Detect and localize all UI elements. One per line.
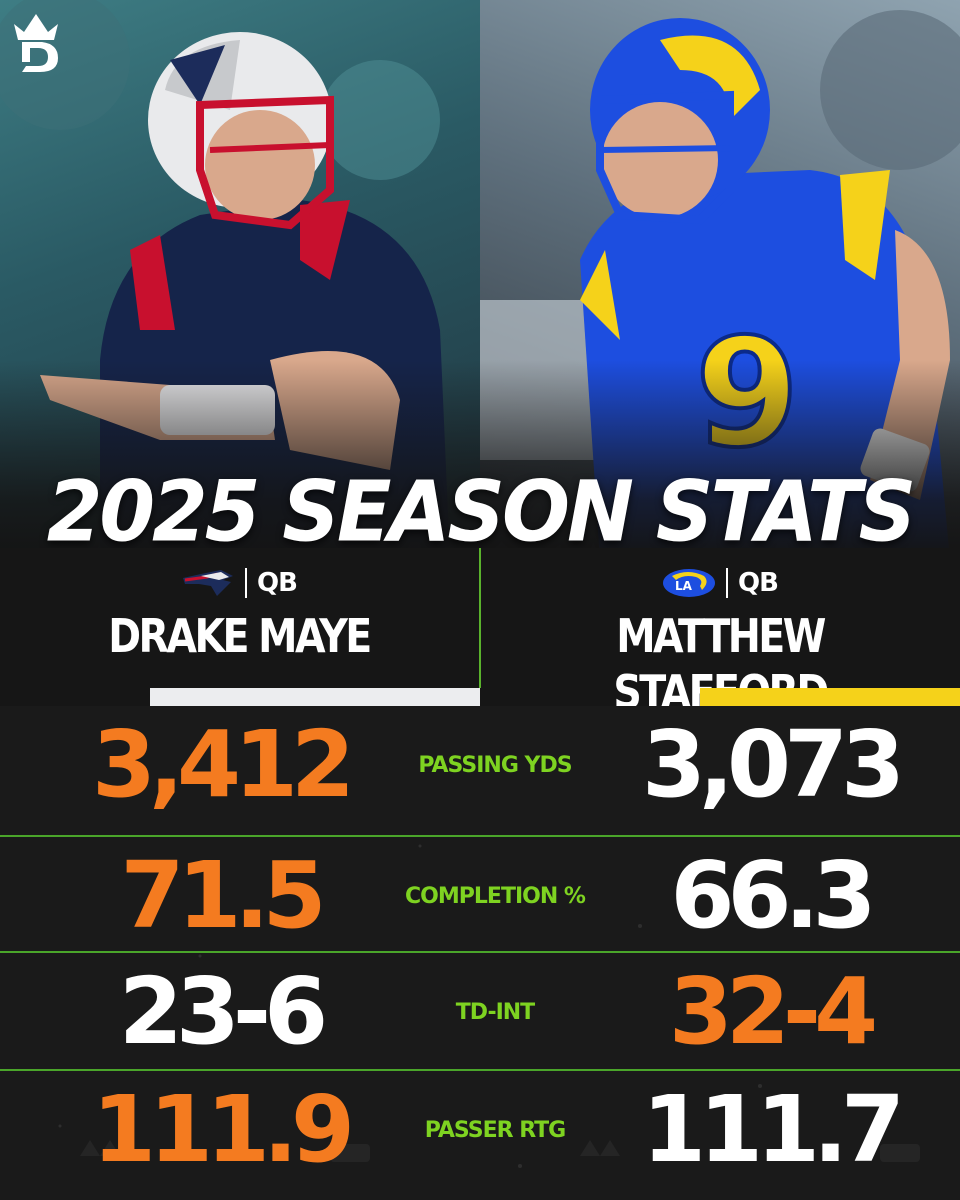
stat-value-right: 3,073 <box>641 711 905 818</box>
stat-value-left: 23-6 <box>118 958 328 1065</box>
stat-label: PASSING YDS <box>418 752 572 778</box>
row-divider <box>0 951 960 953</box>
rams-logo-icon: LA <box>662 568 716 598</box>
stat-label: PASSER RTG <box>424 1117 566 1143</box>
right-jersey-strip <box>700 688 960 706</box>
stat-row: 23-6 TD-INT 32-4 <box>0 953 960 1071</box>
left-jersey-strip <box>150 688 480 706</box>
stat-value-right: 66.3 <box>670 842 877 949</box>
stat-value-right: 111.7 <box>641 1076 905 1183</box>
patriots-logo-icon <box>181 568 235 598</box>
page-title: 2025 SEASON STATS <box>46 462 917 560</box>
player-position: QB <box>257 568 298 598</box>
stat-label: COMPLETION % <box>405 883 586 909</box>
stats-table: 3,412 PASSING YDS 3,073 71.5 COMPLETION … <box>0 706 960 1200</box>
row-divider <box>0 1069 960 1071</box>
stat-value-left: 3,412 <box>91 711 355 818</box>
stat-row: 3,412 PASSING YDS 3,073 <box>0 706 960 824</box>
hero-photos: 9 2025 SEASON STATS <box>0 0 960 560</box>
hero-fade <box>0 360 960 560</box>
stat-label: TD-INT <box>455 999 535 1025</box>
player-card-right: LA QB MATTHEW STAFFORD <box>481 548 959 719</box>
player-position-line: LA QB <box>481 566 959 600</box>
stat-row: 71.5 COMPLETION % 66.3 <box>0 837 960 955</box>
stat-value-left: 111.9 <box>91 1076 355 1183</box>
position-separator <box>245 568 248 598</box>
stat-value-left: 71.5 <box>120 842 327 949</box>
row-divider <box>0 835 960 837</box>
player-position-line: QB <box>0 566 478 600</box>
svg-text:LA: LA <box>675 579 693 593</box>
stat-value-right: 32-4 <box>668 958 878 1065</box>
draftkings-crown-icon <box>8 10 64 74</box>
stat-row: 111.9 PASSER RTG 111.7 <box>0 1071 960 1189</box>
player-card-left: QB DRAKE MAYE <box>0 548 478 706</box>
position-separator <box>726 568 729 598</box>
players-divider <box>479 548 481 688</box>
player-position: QB <box>738 568 779 598</box>
player-name: DRAKE MAYE <box>108 609 372 663</box>
